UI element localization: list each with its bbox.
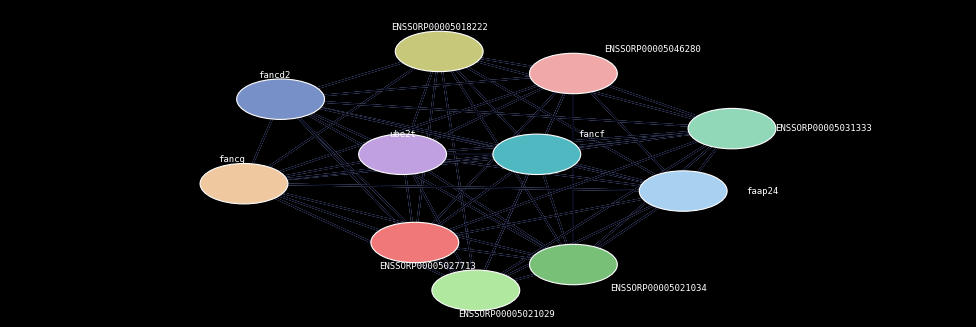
- Text: ENSSORP00005018222: ENSSORP00005018222: [390, 23, 488, 32]
- Ellipse shape: [237, 79, 325, 119]
- Ellipse shape: [200, 164, 288, 204]
- Ellipse shape: [530, 244, 617, 285]
- Text: ENSSORP00005031333: ENSSORP00005031333: [775, 124, 872, 133]
- Ellipse shape: [431, 270, 519, 310]
- Text: ENSSORP00005021029: ENSSORP00005021029: [458, 310, 554, 318]
- Ellipse shape: [395, 31, 483, 72]
- Text: ENSSORP00005021034: ENSSORP00005021034: [610, 284, 708, 293]
- Ellipse shape: [371, 222, 459, 263]
- Text: fancf: fancf: [578, 129, 605, 139]
- Ellipse shape: [530, 53, 617, 94]
- Text: fancd2: fancd2: [259, 71, 291, 80]
- Ellipse shape: [493, 134, 581, 175]
- Text: faap24: faap24: [747, 187, 779, 196]
- Text: ube2t: ube2t: [389, 129, 416, 139]
- Ellipse shape: [639, 171, 727, 211]
- Ellipse shape: [688, 108, 776, 149]
- Text: fancg: fancg: [219, 155, 245, 164]
- Text: ENSSORP00005027713: ENSSORP00005027713: [379, 262, 475, 271]
- Ellipse shape: [359, 134, 447, 175]
- Text: ENSSORP00005046280: ENSSORP00005046280: [604, 45, 701, 54]
